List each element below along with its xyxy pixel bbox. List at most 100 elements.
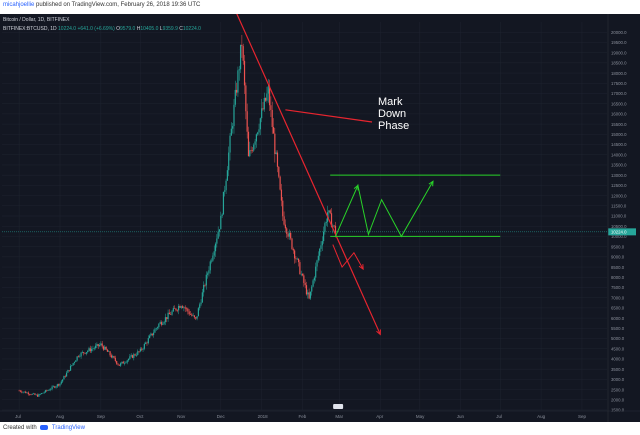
candle-body bbox=[130, 355, 132, 357]
candle-body bbox=[142, 348, 144, 350]
ohlc-legend: BITFINEX:BTCUSD, 1D 10224.0 +641.0 (+6.6… bbox=[3, 26, 201, 32]
candle-body bbox=[200, 302, 202, 305]
candle-body bbox=[276, 152, 279, 167]
price-tick-label: 14500.0 bbox=[611, 142, 627, 147]
close-value: 10224.0 bbox=[182, 26, 201, 32]
candle-body bbox=[91, 348, 93, 352]
candle-body bbox=[274, 133, 276, 154]
candle-body bbox=[131, 355, 134, 358]
candle-body bbox=[94, 345, 97, 349]
candle-body bbox=[209, 261, 211, 271]
candle-body bbox=[85, 352, 87, 354]
candle-body bbox=[135, 354, 138, 356]
time-tick-label: Mar bbox=[335, 414, 343, 419]
publisher-username[interactable]: micahjoellie bbox=[3, 2, 35, 8]
candle-body bbox=[325, 221, 327, 224]
price-tick-label: 11500.0 bbox=[611, 203, 627, 208]
candle-body bbox=[291, 238, 293, 249]
candle-body bbox=[141, 348, 143, 350]
candle-body bbox=[251, 150, 254, 151]
price-tick-label: 20000.0 bbox=[611, 30, 627, 35]
candle-body bbox=[174, 308, 176, 309]
candle-body bbox=[35, 394, 37, 396]
candle-body bbox=[84, 353, 86, 354]
candle-body bbox=[56, 384, 58, 387]
candle-body bbox=[315, 266, 317, 278]
last-price-badge-label: 10224.0 bbox=[611, 230, 627, 235]
candle-body bbox=[217, 231, 219, 239]
chart-grid bbox=[2, 22, 607, 411]
time-tick-label: Sep bbox=[97, 414, 106, 419]
candle-body bbox=[145, 342, 147, 344]
candle-body bbox=[89, 348, 91, 352]
candle-body bbox=[69, 365, 72, 371]
publish-header: micahjoellie published on TradingView.co… bbox=[0, 0, 640, 14]
candle-body bbox=[30, 394, 32, 396]
candle-body bbox=[278, 166, 280, 177]
candle-body bbox=[225, 180, 227, 191]
price-tick-label: 1500.0 bbox=[611, 408, 625, 413]
red-zigzag-arrow-head bbox=[358, 264, 364, 271]
time-tick-label: Sep bbox=[578, 414, 587, 419]
candle-body bbox=[245, 85, 247, 112]
candle-body bbox=[113, 356, 115, 358]
candle-body bbox=[101, 343, 103, 347]
candle-body bbox=[114, 357, 116, 362]
candle-body bbox=[319, 248, 321, 256]
candle-body bbox=[43, 392, 45, 393]
candle-body bbox=[303, 275, 305, 283]
price-tick-label: 14000.0 bbox=[611, 152, 627, 157]
price-tick-label: 9000.0 bbox=[611, 255, 625, 260]
candle-body bbox=[80, 352, 82, 357]
candle-body bbox=[156, 327, 159, 329]
candle-body bbox=[123, 362, 126, 364]
price-tick-label: 3000.0 bbox=[611, 377, 625, 382]
candle-body bbox=[334, 225, 337, 235]
candle-body bbox=[48, 389, 51, 391]
candle-body bbox=[203, 285, 205, 293]
candle-body bbox=[44, 390, 47, 393]
candle-body bbox=[143, 343, 145, 349]
candle-body bbox=[36, 394, 39, 397]
candle-body bbox=[97, 344, 99, 347]
ticker-label: BITFINEX:BTCUSD, 1D bbox=[3, 26, 57, 32]
candle-body bbox=[301, 273, 304, 276]
change-value: +641.0 (+6.69%) bbox=[77, 26, 115, 32]
tradingview-brand-link[interactable]: TradingView bbox=[51, 425, 85, 432]
candle-body bbox=[52, 386, 55, 387]
candle-body bbox=[246, 111, 248, 132]
price-tick-label: 8000.0 bbox=[611, 275, 625, 280]
candle-body bbox=[63, 376, 65, 380]
candle-body bbox=[59, 383, 61, 386]
candle-body bbox=[146, 342, 148, 344]
green-arrow-head-2 bbox=[428, 180, 434, 187]
candle-body bbox=[127, 358, 130, 361]
candle-body bbox=[109, 351, 111, 356]
candle-body bbox=[122, 361, 124, 364]
annotation-text-line: Phase bbox=[378, 120, 409, 132]
candle-body bbox=[23, 391, 26, 393]
candle-body bbox=[51, 386, 53, 390]
candle-body bbox=[283, 216, 285, 225]
candle-body bbox=[162, 323, 164, 325]
candle-body bbox=[286, 228, 288, 234]
candle-body bbox=[50, 389, 52, 390]
candle-body bbox=[40, 393, 43, 395]
price-chart[interactable]: Mark Down Phase 1500.0 2000.0 2500.0 3000.0 35… bbox=[0, 14, 640, 422]
annotation-text-line: Mark bbox=[378, 96, 403, 108]
candle-body bbox=[83, 352, 85, 354]
event-flag-icon[interactable] bbox=[333, 404, 344, 409]
created-with-text: Created with bbox=[3, 425, 37, 432]
candle-body bbox=[284, 224, 286, 229]
candle-body bbox=[178, 305, 180, 311]
time-tick-label: Nov bbox=[177, 414, 186, 419]
candle-body bbox=[197, 308, 199, 317]
candle-body bbox=[309, 291, 312, 299]
candle-body bbox=[112, 356, 114, 358]
price-tick-label: 2500.0 bbox=[611, 387, 625, 392]
candle-body bbox=[187, 308, 189, 312]
candle-body bbox=[193, 315, 196, 318]
candle-body bbox=[185, 308, 188, 310]
last-price-value: 10224.0 bbox=[58, 26, 77, 32]
